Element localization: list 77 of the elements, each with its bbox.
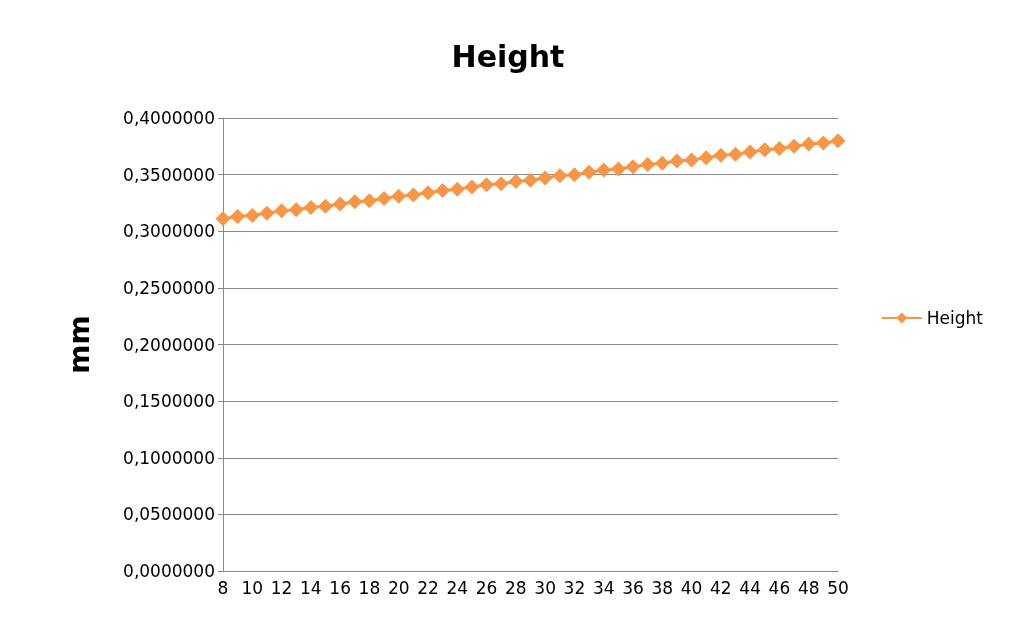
x-tick-label: 36 bbox=[622, 577, 644, 598]
point bbox=[596, 162, 612, 178]
point bbox=[259, 205, 275, 221]
point bbox=[435, 182, 451, 198]
point bbox=[625, 159, 641, 175]
point bbox=[479, 177, 495, 193]
point bbox=[801, 136, 817, 152]
point bbox=[464, 179, 480, 195]
x-tick-label: 24 bbox=[446, 577, 469, 598]
y-tick-label: 0,2500000 bbox=[123, 277, 215, 298]
x-tick-label: 18 bbox=[358, 577, 381, 598]
point bbox=[420, 185, 436, 201]
point bbox=[274, 203, 290, 219]
point bbox=[698, 150, 714, 166]
y-tick-label: 0,0500000 bbox=[123, 504, 215, 525]
point bbox=[669, 153, 685, 169]
point bbox=[332, 196, 348, 212]
x-tick-label: 20 bbox=[387, 577, 410, 598]
point bbox=[728, 146, 743, 162]
point bbox=[493, 176, 509, 192]
x-tick-label: 40 bbox=[680, 577, 703, 598]
point bbox=[537, 170, 553, 186]
x-tick-label: 10 bbox=[241, 577, 264, 598]
legend-label: Height bbox=[926, 308, 984, 328]
point bbox=[288, 202, 304, 218]
x-tick-label: 34 bbox=[592, 577, 615, 598]
y-tick-label: 0,3500000 bbox=[123, 164, 215, 185]
point bbox=[713, 147, 729, 163]
y-tick-label: 0,4000000 bbox=[123, 108, 215, 128]
x-tick-label: 50 bbox=[827, 577, 849, 598]
point bbox=[771, 141, 787, 157]
point bbox=[523, 172, 538, 188]
x-tick-label: 14 bbox=[300, 577, 322, 598]
y-tick-label: 0,3000000 bbox=[123, 221, 215, 242]
point bbox=[376, 190, 392, 206]
point bbox=[215, 211, 231, 227]
x-tick-label: 16 bbox=[329, 577, 351, 598]
point bbox=[757, 142, 773, 158]
point bbox=[610, 161, 626, 177]
y-axis-title: mm bbox=[62, 315, 96, 374]
point bbox=[508, 173, 524, 189]
point bbox=[830, 133, 846, 149]
point bbox=[318, 198, 333, 214]
point bbox=[230, 209, 246, 225]
point bbox=[244, 207, 260, 223]
point bbox=[347, 194, 363, 210]
x-tick-label: 28 bbox=[505, 577, 527, 598]
x-tick-label: 12 bbox=[270, 577, 293, 598]
point bbox=[566, 167, 582, 183]
y-tick-label: 0,1500000 bbox=[123, 391, 215, 412]
y-tick-label: 0,2000000 bbox=[123, 334, 215, 355]
x-tick-label: 22 bbox=[417, 577, 439, 598]
x-tick-label: 26 bbox=[475, 577, 498, 598]
point bbox=[786, 138, 802, 154]
y-tick-label: 0,1000000 bbox=[123, 447, 215, 468]
point bbox=[742, 144, 758, 160]
point bbox=[405, 187, 421, 203]
y-tick-label: 0,0000000 bbox=[123, 561, 215, 581]
x-tick-label: 48 bbox=[797, 577, 820, 598]
point bbox=[654, 155, 670, 171]
point bbox=[552, 168, 568, 184]
point bbox=[684, 152, 700, 168]
x-tick-label: 32 bbox=[563, 577, 586, 598]
chart-title: Height bbox=[451, 38, 565, 74]
point bbox=[581, 164, 597, 180]
point bbox=[391, 188, 407, 204]
point bbox=[361, 193, 377, 209]
x-tick-label: 30 bbox=[534, 577, 556, 598]
point bbox=[449, 181, 465, 197]
x-tick-label: 46 bbox=[768, 577, 791, 598]
x-tick-label: 42 bbox=[710, 577, 732, 598]
point bbox=[640, 156, 656, 172]
x-tick-label: 44 bbox=[739, 577, 761, 598]
x-tick-label: 8 bbox=[217, 577, 229, 598]
point bbox=[303, 199, 319, 215]
x-tick-label: 38 bbox=[651, 577, 674, 598]
point bbox=[815, 135, 831, 151]
